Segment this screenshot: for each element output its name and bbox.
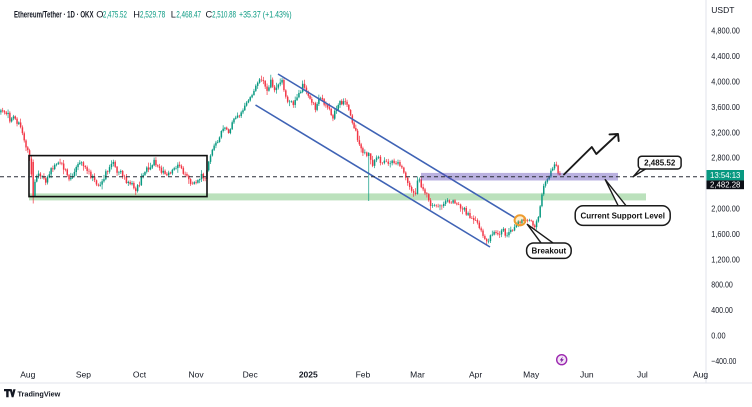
svg-text:L: L bbox=[171, 9, 176, 19]
svg-text:2,529.78: 2,529.78 bbox=[140, 9, 165, 19]
svg-text:2,510.88: 2,510.88 bbox=[212, 9, 236, 19]
svg-text:1,200.00: 1,200.00 bbox=[711, 254, 740, 264]
svg-text:Jun: Jun bbox=[580, 370, 594, 380]
svg-text:2,468.47: 2,468.47 bbox=[176, 9, 201, 19]
svg-text:Current Support Level: Current Support Level bbox=[580, 212, 664, 221]
svg-text:Feb: Feb bbox=[356, 370, 371, 380]
svg-text:3,200.00: 3,200.00 bbox=[711, 127, 740, 137]
svg-text:O: O bbox=[96, 9, 103, 19]
svg-text:2,485.52: 2,485.52 bbox=[644, 159, 676, 168]
svg-text:Mar: Mar bbox=[410, 370, 425, 380]
svg-text:13:54:13: 13:54:13 bbox=[710, 171, 740, 180]
svg-text:4,800.00: 4,800.00 bbox=[711, 26, 740, 36]
svg-text:TradingView: TradingView bbox=[18, 389, 61, 398]
svg-text:Dec: Dec bbox=[243, 370, 259, 380]
svg-text:3,600.00: 3,600.00 bbox=[711, 102, 740, 112]
svg-text:2,482.28: 2,482.28 bbox=[710, 180, 740, 189]
svg-text:1,600.00: 1,600.00 bbox=[711, 229, 740, 239]
svg-text:Jul: Jul bbox=[637, 370, 648, 380]
svg-text:Oct: Oct bbox=[133, 370, 147, 380]
svg-text:USDT: USDT bbox=[711, 5, 734, 15]
svg-text:Aug: Aug bbox=[20, 370, 35, 380]
svg-text:2,000.00: 2,000.00 bbox=[711, 204, 740, 214]
svg-text:+35.37 (+1.43%): +35.37 (+1.43%) bbox=[239, 9, 292, 19]
svg-text:Aug: Aug bbox=[693, 370, 708, 380]
svg-text:Breakout: Breakout bbox=[532, 247, 567, 256]
svg-text:400.00: 400.00 bbox=[711, 305, 733, 315]
svg-text:May: May bbox=[523, 370, 540, 380]
svg-text:4,000.00: 4,000.00 bbox=[711, 77, 740, 87]
svg-text:Ethereum/Tether · 1D · OKX: Ethereum/Tether · 1D · OKX bbox=[14, 9, 94, 19]
svg-text:H: H bbox=[133, 9, 140, 19]
svg-text:C: C bbox=[206, 9, 213, 19]
svg-text:0.00: 0.00 bbox=[711, 331, 726, 341]
svg-text:4,400.00: 4,400.00 bbox=[711, 51, 740, 61]
svg-text:2,800.00: 2,800.00 bbox=[711, 153, 740, 163]
svg-text:2,475.52: 2,475.52 bbox=[103, 9, 127, 19]
svg-text:2025: 2025 bbox=[299, 370, 318, 380]
svg-text:Sep: Sep bbox=[76, 370, 91, 380]
svg-text:800.00: 800.00 bbox=[711, 280, 733, 290]
svg-text:Nov: Nov bbox=[189, 370, 205, 380]
svg-text:−400.00: −400.00 bbox=[711, 356, 736, 366]
svg-text:Apr: Apr bbox=[469, 370, 482, 380]
